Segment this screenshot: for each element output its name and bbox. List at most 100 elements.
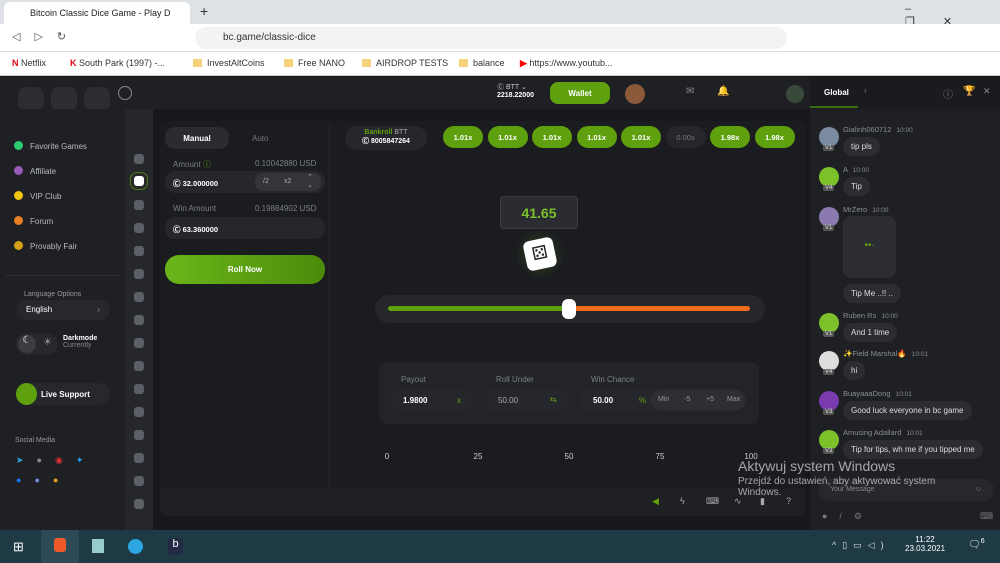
game-icon[interactable] [134,384,144,394]
avatar[interactable] [819,313,839,333]
avatar[interactable] [819,167,839,187]
game-icon[interactable] [134,476,144,486]
history-item[interactable]: 1.98x [710,126,750,148]
game-icon[interactable] [134,453,144,463]
url-input[interactable]: bc.game/classic-dice [195,27,787,49]
tab-manual[interactable]: Manual [165,127,229,149]
new-tab-button[interactable]: + [200,3,209,19]
chat-username[interactable]: A 10:00 [843,165,869,174]
avatar[interactable] [819,351,839,371]
live-support-button[interactable]: Live Support [16,383,110,405]
min-button[interactable]: Min [658,396,670,403]
help-icon[interactable]: ? [786,496,792,506]
sidebar-item-favorite-games[interactable]: Favorite Games [14,141,87,151]
dice-icon[interactable] [130,172,148,190]
chat-username[interactable]: ✨Field Marshal🔥 10:01 [843,349,929,358]
stepper-icon[interactable]: ⌃ ⌄ [307,174,313,189]
history-item[interactable]: 1.01x [487,126,528,148]
swap-icon[interactable]: ⇆ [550,395,557,404]
bookmark-folder[interactable]: InvestAltCoins [193,58,265,68]
game-shortcut[interactable] [18,87,44,111]
avatar[interactable] [819,430,839,450]
clock[interactable]: 11:22 23.03.2021 [905,535,946,553]
lightning-icon[interactable]: ϟ [680,496,685,506]
game-icon[interactable] [134,269,144,279]
sidebar-item-forum[interactable]: Forum [14,216,53,226]
roll-under-input[interactable]: 50.00 ⇆ [486,389,568,411]
game-shortcut[interactable] [84,87,110,111]
sidebar-item-provably-fair[interactable]: Provably Fair [14,241,77,251]
bell-icon[interactable]: 🔔 [717,86,730,97]
bookmark-youtube[interactable]: ▶ https://www.youtub... [520,58,613,68]
info-icon[interactable]: ⓘ [943,90,953,101]
social-icons[interactable]: ➤●◉✦ [16,455,97,465]
history-item[interactable]: 1.01x [443,126,483,148]
menu-toggle[interactable] [118,86,132,100]
currency-select[interactable]: Ⓒ BTT ⌄ 2218.22000 [497,84,534,99]
chat-username[interactable]: Amusing Adallard 10:01 [843,428,923,437]
wallet-button[interactable]: Wallet [550,82,610,104]
game-icon[interactable] [134,292,144,302]
minus5-button[interactable]: -5 [684,396,691,403]
win-chance-input[interactable]: 50.00% Min -5 +5 Max [581,389,746,411]
keyboard-icon[interactable]: ⌨ [980,511,993,521]
chat-toggle-icon[interactable] [786,85,804,103]
bookmark-netflix[interactable]: N Netflix [12,58,47,68]
chat-username[interactable]: BuayaaaDong 10:01 [843,389,912,398]
bookmark-southpark[interactable]: K South Park (1997) -... [70,58,166,68]
game-icon[interactable] [134,154,144,164]
sidebar-item-vip-club[interactable]: VIP Club [14,191,61,201]
history-item[interactable]: 1.01x [576,126,617,148]
game-icon[interactable] [134,246,144,256]
close-icon[interactable]: ✕ [983,86,991,96]
notification-icon[interactable]: 🗨6 [968,538,985,551]
game-icon[interactable] [134,315,144,325]
history-item[interactable]: 1.01x [532,126,572,148]
game-icon[interactable] [134,407,144,417]
chat-tools[interactable]: ●/⚙ [822,511,875,521]
roll-now-button[interactable]: Roll Now [165,255,325,284]
slider-thumb[interactable] [562,299,576,319]
sound-icon[interactable]: ◀ [652,496,659,506]
amount-input[interactable]: Ⓒ 32.000000 /2 x2 ⌃ ⌄ [165,171,325,193]
sidebar-item-affiliate[interactable]: Affiliate [14,166,56,176]
game-icon[interactable] [134,430,144,440]
chat-username[interactable]: Gialinh060712 10:00 [843,125,913,134]
history-item[interactable]: 1.01x [621,126,661,148]
bookmark-folder[interactable]: balance [459,58,505,68]
tray-icons[interactable]: ^▯▭◁) [832,540,890,550]
game-shortcut[interactable] [51,87,77,111]
chat-username[interactable]: MrZero 10:00 [843,205,889,214]
stats-icon[interactable]: ▮ [760,496,765,506]
brave-taskbar-icon[interactable] [41,530,79,563]
mail-icon[interactable]: ✉ [686,86,695,97]
plus5-button[interactable]: +5 [706,396,714,403]
max-button[interactable]: Max [727,396,741,403]
darkmode-toggle[interactable]: ☾ ☀ [16,333,58,355]
half-button[interactable]: /2 [263,178,269,185]
chat-message-input[interactable]: Your Message ☺ [818,479,994,501]
history-item[interactable]: 1.98x [754,126,795,148]
nav-buttons[interactable]: ◁▷↻ [12,31,81,43]
language-select[interactable]: English › [16,300,110,320]
bookmark-folder[interactable]: Free NANO [284,58,345,68]
tab-auto[interactable]: Auto [252,134,269,143]
game-icon[interactable] [134,223,144,233]
windows-start-icon[interactable]: ⊞ [13,539,24,554]
game-icon[interactable] [134,338,144,348]
avatar[interactable] [625,84,645,104]
social-icons[interactable]: ●●● [16,475,72,485]
history-item[interactable]: 0.00x [665,126,706,148]
chevron-right-icon[interactable]: › [864,86,867,95]
avatar[interactable] [819,207,839,227]
chat-username[interactable]: Ruben Rs 10:00 [843,311,898,320]
avatar[interactable] [819,127,839,147]
keyboard-icon[interactable]: ⌨ [706,496,719,506]
bookmark-folder[interactable]: AIRDROP TESTS [362,58,448,68]
chart-icon[interactable]: ∿ [734,496,742,506]
bcgame-taskbar-icon[interactable]: b [168,538,183,555]
avatar[interactable] [819,391,839,411]
chat-tab-global[interactable]: Global [824,88,849,97]
app-taskbar-icon[interactable] [92,539,104,553]
bankroll-badge[interactable]: Bankroll BTT Ⓒ 8005847264 [345,126,427,150]
